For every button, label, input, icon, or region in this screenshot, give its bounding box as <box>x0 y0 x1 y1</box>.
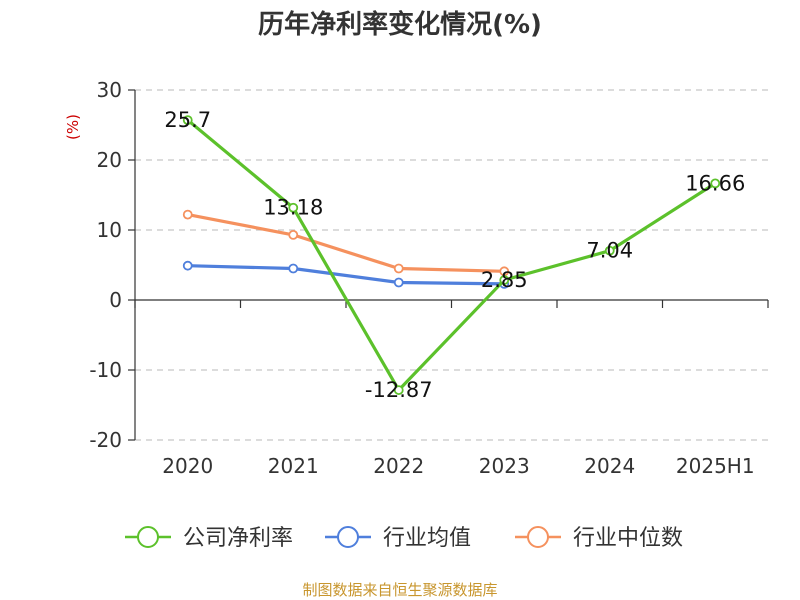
data-point <box>393 263 404 274</box>
data-point <box>499 275 510 285</box>
data-point <box>288 263 299 274</box>
series-line-0 <box>186 118 717 392</box>
legend-label: 行业中位数 <box>573 526 683 551</box>
data-point <box>288 229 299 240</box>
data-label: 7.04 <box>586 239 633 263</box>
y-tick-label: 20 <box>97 148 122 172</box>
data-point <box>182 115 193 125</box>
y-tick-label: 30 <box>97 78 122 102</box>
data-label: -12.87 <box>365 378 433 402</box>
series-line-1 <box>187 264 505 286</box>
x-tick-label: 2022 <box>373 454 424 478</box>
data-point <box>710 178 721 189</box>
axes: 30 20 10 0 -10 -20 2020 2021 2022 2023 2024 2025H1 <box>89 78 769 478</box>
data-label: 25.7 <box>164 108 211 132</box>
legend-marker <box>137 526 159 548</box>
y-tick-label: 0 <box>109 288 122 312</box>
y-tick-label: -10 <box>89 358 122 382</box>
source-note: 制图数据来自恒生聚源数据库 <box>302 581 497 599</box>
grid-lines <box>135 89 768 441</box>
series-line-2 <box>187 213 505 273</box>
data-label: 2.85 <box>481 268 528 292</box>
chart-title: 历年净利率变化情况(%) <box>258 9 542 40</box>
x-tick-label: 2020 <box>162 454 213 478</box>
x-tick-label: 2025H1 <box>676 454 755 478</box>
data-point <box>182 260 193 271</box>
legend-marker <box>337 526 359 548</box>
x-tick-label: 2024 <box>584 454 635 478</box>
data-labels: 25.7 13.18 -12.87 2.85 7.04 16.66 <box>164 108 745 402</box>
x-tick-label: 2023 <box>479 454 530 478</box>
data-label: 13.18 <box>263 196 323 220</box>
x-tick-label: 2021 <box>268 454 319 478</box>
data-point <box>393 277 404 288</box>
y-tick-label: 10 <box>97 218 122 242</box>
data-point <box>393 385 404 395</box>
y-axis-label: (%) <box>64 114 82 140</box>
legend: 公司净利率 行业均值 行业中位数 <box>125 526 683 551</box>
data-label: 16.66 <box>685 171 745 195</box>
y-tick-label: -20 <box>89 428 122 452</box>
series-lines <box>182 115 721 395</box>
legend-marker <box>527 526 549 548</box>
legend-label: 行业均值 <box>383 526 471 551</box>
legend-label: 公司净利率 <box>183 526 293 551</box>
data-point <box>182 209 193 220</box>
data-point <box>288 202 299 213</box>
data-point <box>604 245 615 256</box>
